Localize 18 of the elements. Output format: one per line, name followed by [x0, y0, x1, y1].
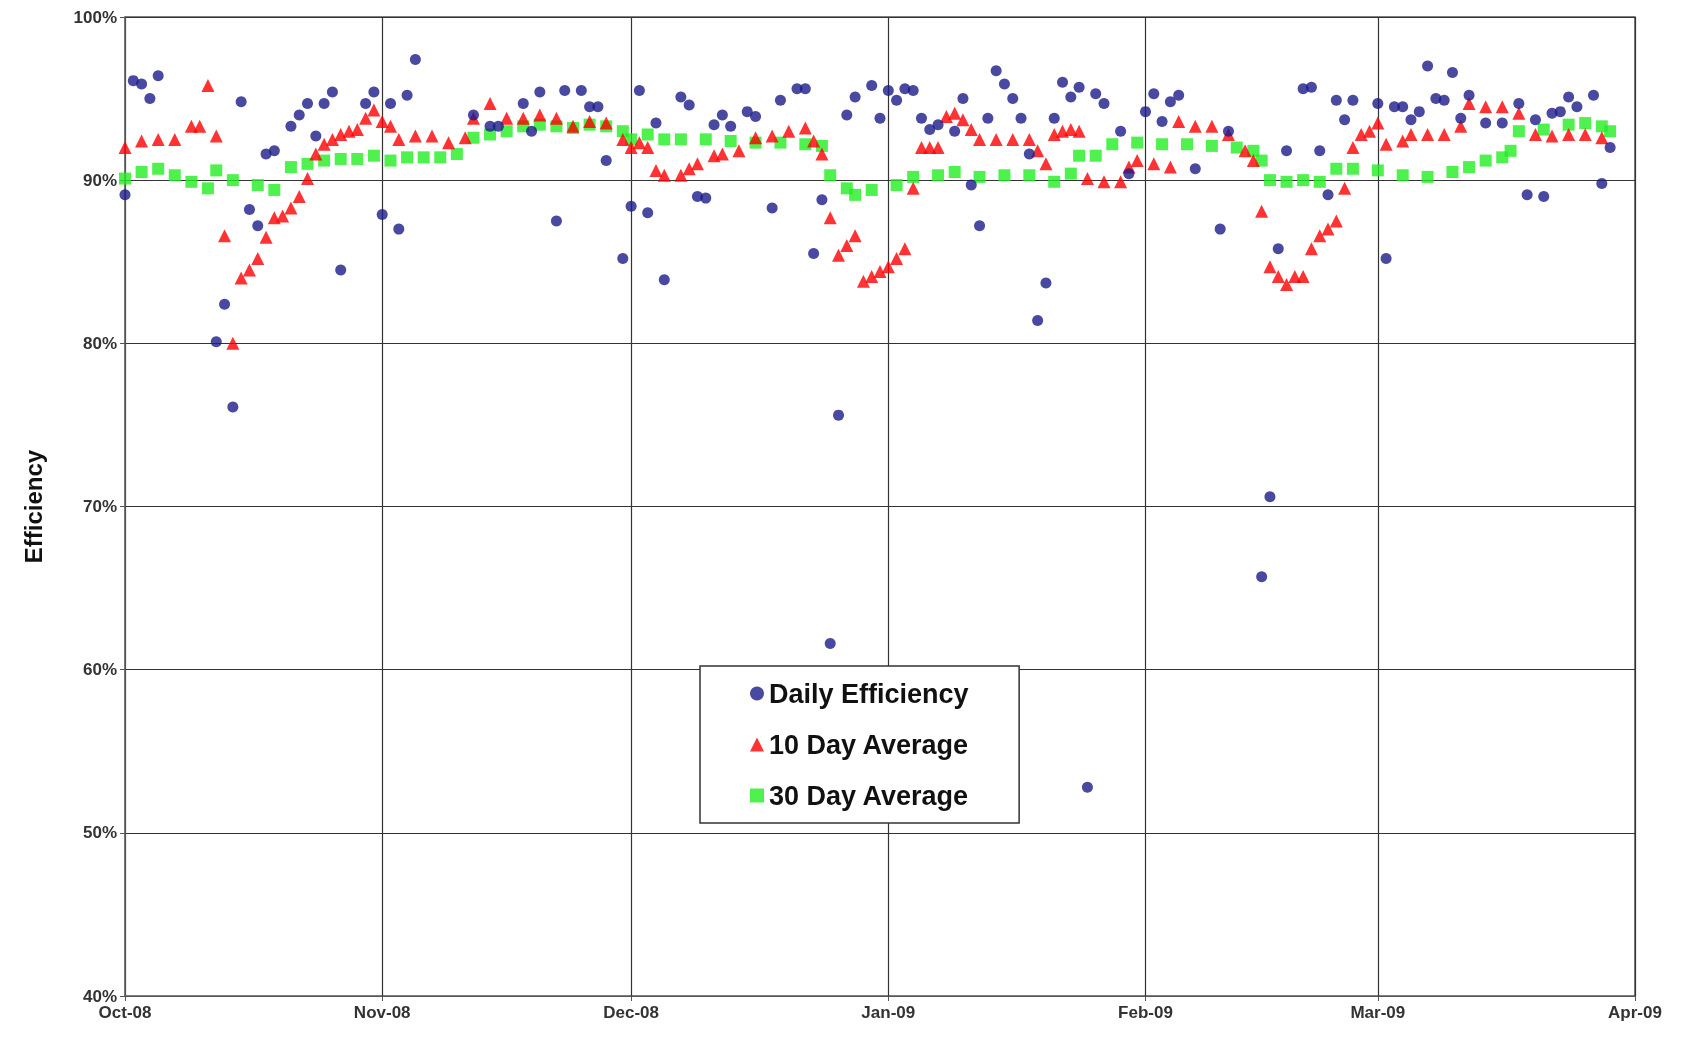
- y-tick-label: 80%: [82, 333, 117, 353]
- x-tick-label: Mar-09: [1350, 1003, 1406, 1022]
- x-tick-label: Apr-09: [1608, 1003, 1662, 1022]
- legend-label: 10 Day Average: [769, 729, 969, 760]
- x-tick-label: Nov-08: [353, 1003, 411, 1022]
- y-tick-label: 90%: [82, 170, 117, 190]
- legend-label: 30 Day Average: [769, 780, 969, 811]
- y-tick-label: 60%: [82, 660, 117, 680]
- y-tick-label: 70%: [82, 497, 117, 516]
- x-tick-label: Feb-09: [1118, 1003, 1173, 1022]
- y-tick-label: 50%: [82, 823, 117, 843]
- y-axis-title: Efficiency: [19, 449, 47, 564]
- x-tick-label: Oct-08: [98, 1003, 152, 1022]
- legend-label: Daily Efficiency: [769, 678, 969, 709]
- x-tick-label: Dec-08: [603, 1003, 659, 1022]
- y-tick-label: 100%: [73, 7, 117, 27]
- y-tick-label: 40%: [82, 986, 117, 1006]
- x-tick-label: Jan-09: [861, 1003, 916, 1022]
